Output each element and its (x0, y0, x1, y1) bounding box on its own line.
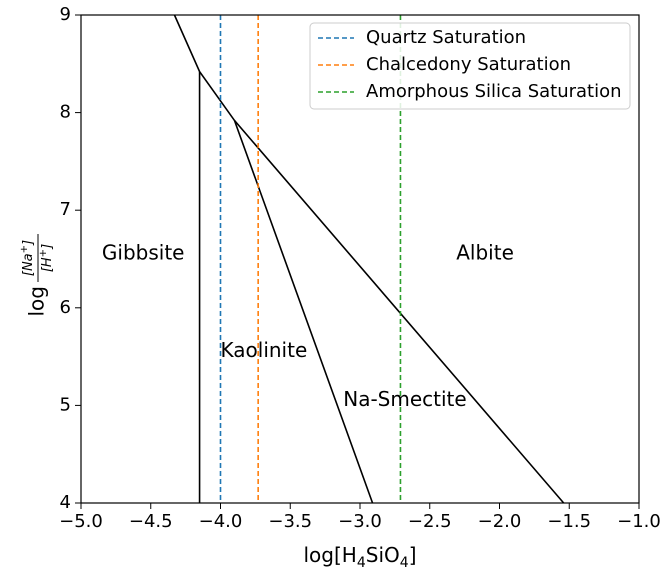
boundary-line-2 (173, 14, 565, 504)
legend-label-2: Chalcedony Saturation (366, 54, 571, 75)
axis-ticks: −5.0 −4.5 −4.0 −3.5 −3.0 −2.5 −2.0 −1.5 −1.0 4 5 6 7… (59, 4, 661, 532)
y-tick-label: 4 (60, 492, 71, 513)
region-label-na-smectite: Na-Smectite (343, 387, 466, 411)
x-tick-label: −2.5 (408, 511, 452, 532)
x-tick-label: −4.5 (129, 511, 173, 532)
y-tick-label: 5 (60, 394, 71, 415)
y-tick-label: 9 (60, 4, 71, 25)
x-tick-label: −3.0 (338, 511, 382, 532)
region-label-gibbsite: Gibbsite (102, 241, 185, 265)
svg-text:[H+]: [H+] (38, 244, 55, 272)
x-tick-label: −4.0 (199, 511, 243, 532)
region-label-kaolinite: Kaolinite (221, 338, 308, 362)
region-labels: Gibbsite Kaolinite Na-Smectite Albite (102, 241, 514, 411)
x-tick-label: −2.0 (478, 511, 522, 532)
legend: Quartz Saturation Chalcedony Saturation Am… (309, 22, 631, 110)
x-tick-label: −5.0 (59, 511, 103, 532)
x-tick-label: −3.5 (268, 511, 312, 532)
legend-box (309, 22, 631, 110)
y-tick-label: 7 (60, 199, 71, 220)
svg-text:[Na+]: [Na+] (19, 240, 36, 276)
svg-text:log: log (25, 286, 49, 317)
y-axis-title: log [Na+] [H+] (19, 234, 55, 317)
x-tick-label: −1.0 (617, 511, 661, 532)
y-tick-label: 8 (60, 102, 71, 123)
x-axis-title: log[H4SiO4] (304, 543, 417, 571)
x-tick-label: −1.5 (547, 511, 591, 532)
y-tick-label: 6 (60, 297, 71, 318)
region-label-albite: Albite (456, 241, 514, 265)
legend-label-3: Amorphous Silica Saturation (366, 81, 622, 102)
legend-label-1: Quartz Saturation (366, 27, 526, 48)
